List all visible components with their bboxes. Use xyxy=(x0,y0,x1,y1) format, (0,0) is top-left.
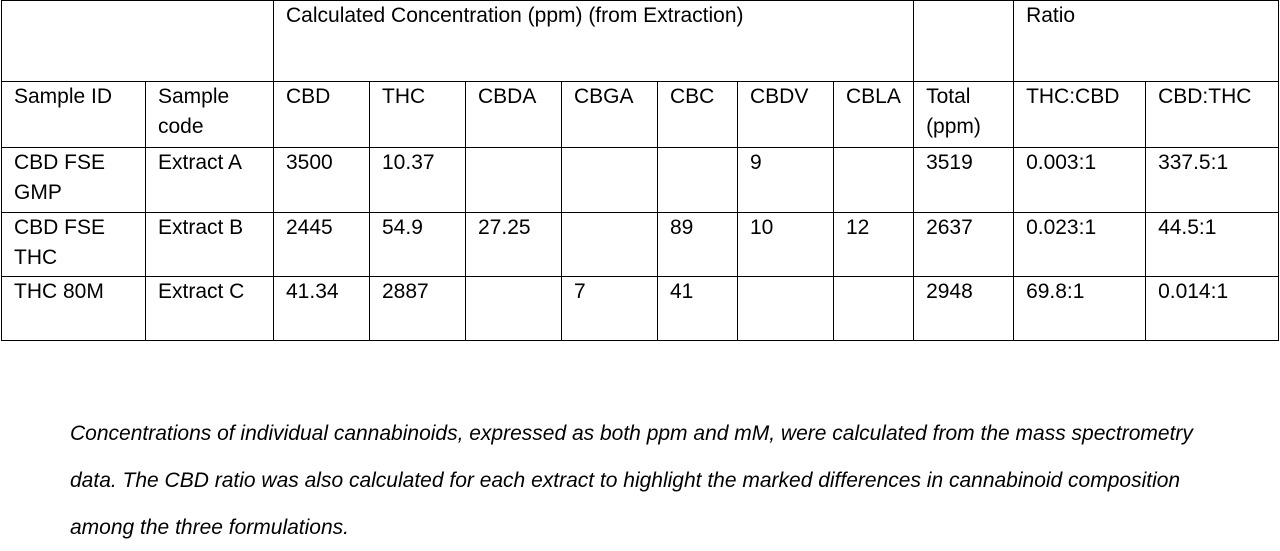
table-cell xyxy=(657,147,738,213)
table-cell xyxy=(465,147,562,213)
table-cell: 41.34 xyxy=(273,275,370,342)
table-row: CBD FSE GMP Extract A 3500 10.37 9 3519 … xyxy=(1,147,1280,213)
column-header: THC:CBD xyxy=(1013,81,1147,149)
column-header: CBC xyxy=(657,81,738,149)
table-cell: 2948 xyxy=(913,275,1015,342)
table-cell xyxy=(832,275,915,342)
table-cell: 0.023:1 xyxy=(1013,211,1147,277)
table-cell: 41 xyxy=(657,275,738,342)
table-cell: 3500 xyxy=(273,147,370,213)
sample-id-cell: CBD FSE THC xyxy=(1,211,146,277)
table-cell: 0.014:1 xyxy=(1145,275,1280,342)
concentration-group-header: Calculated Concentration (ppm) (from Ext… xyxy=(272,0,915,83)
sample-id-cell: THC 80M xyxy=(1,275,146,342)
table-cell: 2445 xyxy=(273,211,370,277)
empty-header-cell xyxy=(1,0,274,83)
table-cell: 10.37 xyxy=(369,147,466,213)
table-cell: 27.25 xyxy=(465,211,562,277)
concentration-table: Calculated Concentration (ppm) (from Ext… xyxy=(1,0,1280,342)
table-caption: Concentrations of individual cannabinoid… xyxy=(70,422,1193,539)
column-header: CBGA xyxy=(561,81,658,149)
table-cell: 2637 xyxy=(913,211,1015,277)
table-cell xyxy=(737,275,834,342)
column-header: Sample code xyxy=(145,81,274,149)
column-header: Sample ID xyxy=(1,81,146,149)
table-cell: 10 xyxy=(737,211,834,277)
table-cell: 0.003:1 xyxy=(1013,147,1147,213)
table-cell: 89 xyxy=(657,211,738,277)
table-cell: 69.8:1 xyxy=(1013,275,1147,342)
table-cell xyxy=(561,211,658,277)
table-cell: 54.9 xyxy=(369,211,466,277)
table-cell: 2887 xyxy=(369,275,466,342)
column-header: CBD:THC xyxy=(1145,81,1280,149)
empty-header-cell xyxy=(913,0,1015,83)
table-cell: Extract B xyxy=(145,211,274,277)
sample-id-cell: CBD FSE GMP xyxy=(1,147,146,213)
table-row: THC 80M Extract C 41.34 2887 7 41 2948 6… xyxy=(1,275,1280,342)
table-cell: 12 xyxy=(832,211,915,277)
column-header: CBD xyxy=(273,81,370,149)
table-cell: 337.5:1 xyxy=(1145,147,1280,213)
ratio-group-header: Ratio xyxy=(1013,0,1280,83)
table-cell: 44.5:1 xyxy=(1145,211,1280,277)
group-header-row: Calculated Concentration (ppm) (from Ext… xyxy=(1,0,1280,83)
column-header: CBLA xyxy=(832,81,915,149)
table-cell xyxy=(465,275,562,342)
table-cell: 9 xyxy=(737,147,834,213)
table-cell: Extract C xyxy=(145,275,274,342)
column-header: Total (ppm) xyxy=(913,81,1015,149)
table-cell xyxy=(832,147,915,213)
column-header: THC xyxy=(369,81,466,149)
table-row: CBD FSE THC Extract B 2445 54.9 27.25 89… xyxy=(1,211,1280,277)
column-header: CBDV xyxy=(737,81,834,149)
column-header-row: Sample ID Sample code CBD THC CBDA CBGA … xyxy=(1,81,1280,149)
table-cell xyxy=(561,147,658,213)
column-header: CBDA xyxy=(465,81,562,149)
table-cell: 3519 xyxy=(913,147,1015,213)
table-cell: 7 xyxy=(561,275,658,342)
table-cell: Extract A xyxy=(145,147,274,213)
